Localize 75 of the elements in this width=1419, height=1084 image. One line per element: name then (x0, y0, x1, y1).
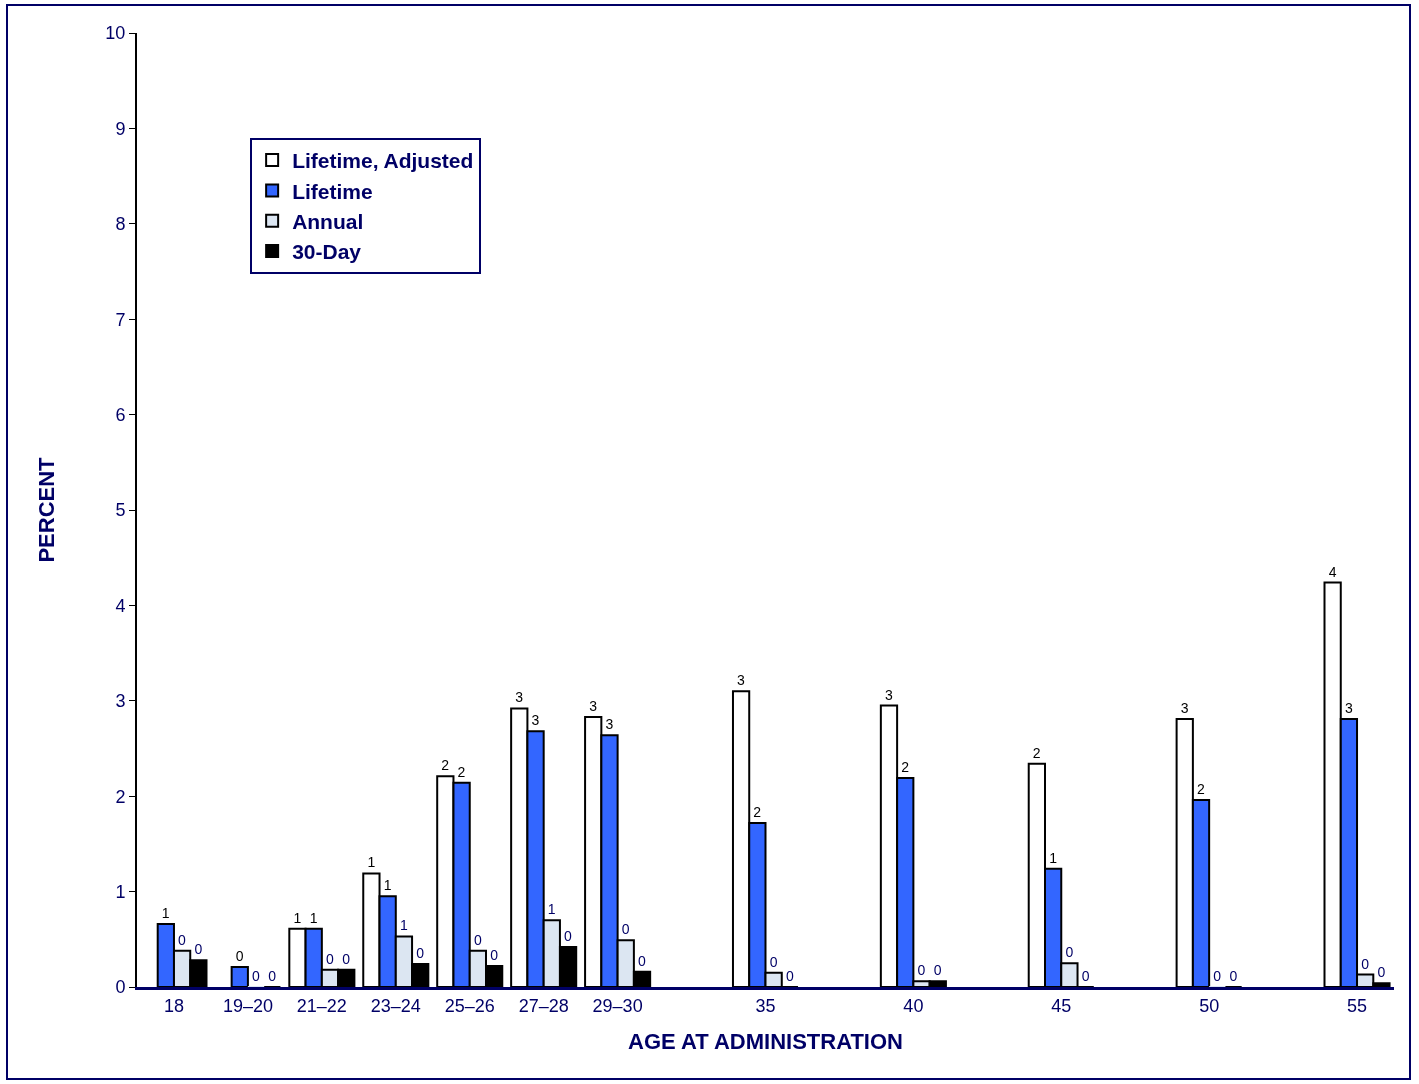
data-label: 2 (1197, 781, 1206, 798)
y-tick-label: 2 (115, 786, 126, 807)
data-label: 3 (515, 689, 524, 706)
data-label: 1 (293, 909, 302, 926)
data-label: 0 (917, 962, 926, 979)
data-label: 2 (1032, 744, 1041, 761)
data-label: 0 (1065, 944, 1074, 961)
y-tick-label: 3 (115, 691, 126, 712)
data-label: 0 (178, 931, 187, 948)
x-tick-label: 25–26 (444, 995, 495, 1016)
data-label: 0 (1377, 964, 1386, 981)
data-label: 0 (325, 950, 334, 967)
data-label: 0 (235, 947, 244, 964)
data-label: 3 (1180, 699, 1189, 716)
y-tick-label: 10 (105, 23, 126, 44)
data-label: 1 (1049, 849, 1058, 866)
y-tick-label: 0 (115, 977, 126, 998)
data-label: 0 (1081, 968, 1090, 984)
data-label: 4 (1328, 563, 1337, 580)
data-label: 1 (309, 909, 318, 926)
legend-label: Lifetime, Adjusted (292, 149, 474, 173)
data-label: 2 (457, 763, 466, 780)
y-tick-label: 8 (115, 214, 126, 235)
y-tick-label: 4 (115, 595, 126, 616)
data-label: 3 (589, 698, 598, 715)
y-axis-title: PERCENT (33, 456, 59, 563)
x-tick-label: 29–30 (592, 995, 643, 1016)
data-label: 0 (268, 968, 277, 984)
data-label: 1 (399, 917, 408, 934)
y-tick-label: 6 (115, 404, 126, 425)
data-label: 3 (605, 716, 614, 733)
y-tick-label: 7 (115, 309, 126, 330)
x-tick-label: 35 (755, 995, 776, 1016)
data-label: 0 (416, 945, 425, 962)
legend-label: Lifetime (292, 179, 373, 203)
data-label: 2 (441, 757, 450, 774)
data-label: 0 (194, 941, 203, 958)
y-tick-label: 9 (115, 118, 126, 139)
x-tick-label: 23–24 (370, 995, 421, 1016)
x-tick-label: 50 (1199, 995, 1220, 1016)
data-label: 0 (769, 953, 778, 970)
data-label: 0 (1213, 968, 1222, 984)
y-tick-label: 5 (115, 500, 126, 521)
data-label: 3 (737, 672, 746, 689)
legend-label: 30-Day (292, 240, 362, 264)
x-tick-label: 19–20 (222, 995, 273, 1016)
data-label: 0 (473, 931, 482, 948)
x-tick-label: 55 (1347, 995, 1368, 1016)
data-label: 0 (1361, 955, 1370, 972)
x-tick-label: 21–22 (296, 995, 347, 1016)
data-label: 2 (753, 803, 762, 820)
data-label: 3 (531, 712, 540, 729)
data-label: 1 (367, 854, 376, 871)
data-label: 1 (547, 901, 556, 918)
x-tick-label: 40 (903, 995, 924, 1016)
data-label: 3 (884, 686, 893, 703)
data-label: 2 (901, 759, 910, 776)
data-label: 0 (490, 947, 499, 964)
data-label: 0 (342, 950, 351, 967)
x-tick-label: 45 (1051, 995, 1072, 1016)
data-label: 1 (161, 905, 170, 922)
data-label: 0 (252, 968, 261, 984)
data-label: 0 (564, 927, 573, 944)
x-axis-title: AGE AT ADMINISTRATION (628, 1029, 903, 1055)
x-tick-label: 27–28 (518, 995, 569, 1016)
data-label: 0 (785, 968, 794, 984)
y-tick-label: 1 (115, 881, 126, 902)
data-label: 0 (1229, 968, 1238, 984)
data-label: 3 (1344, 699, 1353, 716)
data-label: 0 (933, 962, 942, 979)
x-tick-label: 18 (163, 995, 184, 1016)
data-label: 0 (638, 952, 647, 969)
data-label: 1 (383, 877, 392, 894)
legend-label: Annual (292, 209, 364, 233)
data-label: 0 (621, 921, 630, 938)
